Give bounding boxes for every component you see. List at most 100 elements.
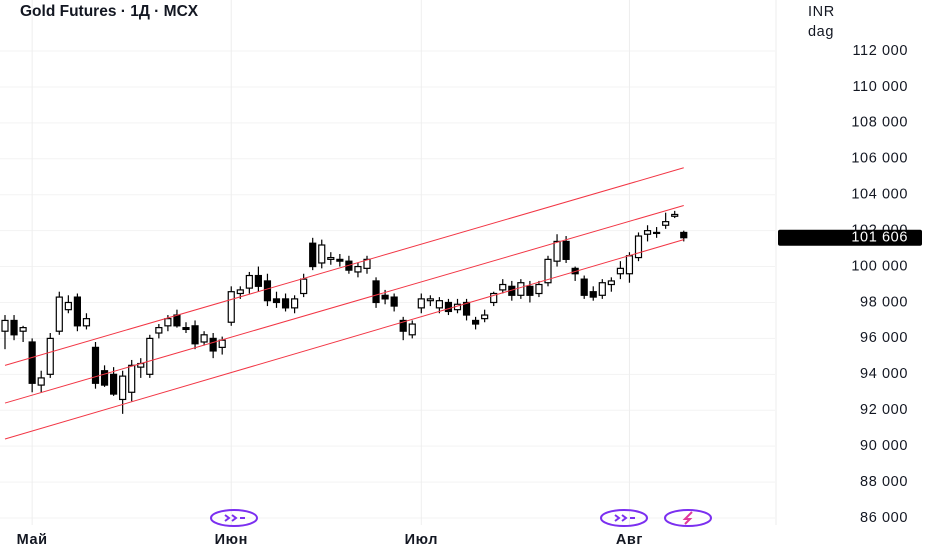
candle-body — [580, 278, 588, 296]
candle-body — [354, 265, 362, 273]
y-tick-label: 88 000 — [860, 474, 908, 490]
candle-body — [680, 231, 688, 239]
candle-body — [526, 285, 534, 296]
candle-body — [462, 301, 471, 316]
x-tick-label: Авг — [616, 532, 643, 548]
candle-body — [616, 267, 625, 275]
last-price-tag — [778, 229, 922, 246]
unit: dag — [808, 24, 834, 40]
chart-title: Gold Futures · 1Д · MCX — [20, 3, 199, 20]
candle-body — [263, 280, 272, 302]
icon-glyph — [614, 514, 635, 522]
candle-body — [119, 375, 127, 401]
candle-body — [10, 319, 18, 336]
x-tick-label: Май — [17, 532, 48, 548]
candle-body — [200, 334, 208, 343]
candle-body — [544, 258, 552, 284]
candle-body — [1, 319, 9, 332]
candle-body — [625, 255, 634, 275]
candle-body — [64, 301, 72, 311]
candle-body — [490, 292, 498, 304]
candle-body — [37, 377, 45, 386]
candle-body — [182, 327, 190, 331]
replay-icon[interactable] — [600, 509, 648, 527]
plot-background — [0, 0, 775, 525]
currency: INR — [808, 4, 835, 20]
y-tick-label: 104 000 — [851, 187, 908, 203]
candle-body — [173, 314, 181, 327]
candle-body — [91, 346, 100, 384]
candle-body — [444, 301, 453, 313]
candle-body — [363, 258, 371, 269]
candle-body — [236, 289, 244, 295]
candle-body — [435, 300, 443, 309]
icon-glyph — [682, 511, 693, 525]
candle-body — [390, 296, 398, 307]
y-tick-label: 106 000 — [851, 151, 908, 167]
channel-line — [4, 167, 684, 366]
candle-body — [472, 319, 480, 325]
candle-body — [607, 280, 615, 286]
candle-body — [426, 298, 434, 302]
candle-body — [191, 325, 199, 345]
candle-body — [499, 283, 507, 291]
y-tick-label: 92 000 — [860, 402, 908, 418]
candle-body — [272, 298, 281, 304]
candle-body — [589, 291, 597, 298]
candle-body — [553, 240, 561, 262]
candle-body — [155, 327, 163, 334]
y-tick-label: 110 000 — [852, 79, 908, 95]
candle-body — [109, 373, 118, 395]
candle-body — [209, 337, 217, 352]
candle-body — [128, 364, 136, 393]
y-tick-label: 96 000 — [860, 330, 908, 346]
y-tick-label: 90 000 — [860, 438, 908, 454]
channel-line — [4, 205, 684, 404]
candle-body — [634, 235, 643, 259]
x-tick-label: Июн — [215, 532, 248, 548]
candle-body — [291, 298, 299, 309]
icon-outline — [600, 509, 648, 527]
y-tick-label: 94 000 — [860, 366, 908, 382]
icon-outline — [664, 509, 712, 527]
flash-icon[interactable] — [664, 509, 712, 527]
candle-body — [562, 240, 570, 260]
candle-body — [417, 298, 425, 309]
candle-body — [309, 242, 317, 268]
candle-body — [535, 283, 543, 295]
candle-body — [408, 323, 416, 336]
candle-body — [481, 314, 489, 320]
y-tick-label: 86 000 — [860, 510, 908, 526]
candle-body — [372, 280, 380, 304]
candle-body — [146, 337, 154, 375]
candle-body — [517, 282, 525, 296]
candle-body — [82, 318, 91, 327]
candle-body — [671, 213, 679, 217]
candle-body — [19, 327, 27, 332]
candle-body — [254, 274, 262, 287]
y-tick-label: 100 000 — [851, 258, 908, 274]
candle-body — [643, 230, 652, 235]
candle-body — [381, 294, 389, 300]
icon-glyph — [224, 514, 245, 522]
candle-body — [598, 282, 606, 296]
channel-line — [4, 239, 684, 440]
icon-outline — [210, 509, 258, 527]
candle-body — [164, 318, 172, 327]
y-tick-label: 98 000 — [860, 294, 908, 310]
y-tick-label: 112 000 — [852, 43, 908, 59]
candle-body — [227, 291, 235, 323]
y-tick-label: 108 000 — [851, 115, 908, 131]
candle-body — [100, 370, 109, 386]
candle-body — [652, 231, 661, 235]
candle-body — [336, 258, 344, 262]
replay-icon[interactable] — [210, 509, 258, 527]
candle-body — [662, 221, 670, 226]
candle-body — [46, 337, 54, 375]
candle-body — [318, 244, 326, 264]
candle-body — [281, 298, 290, 309]
last-price-label: 101 606 — [851, 230, 908, 246]
candle-body — [300, 278, 308, 295]
